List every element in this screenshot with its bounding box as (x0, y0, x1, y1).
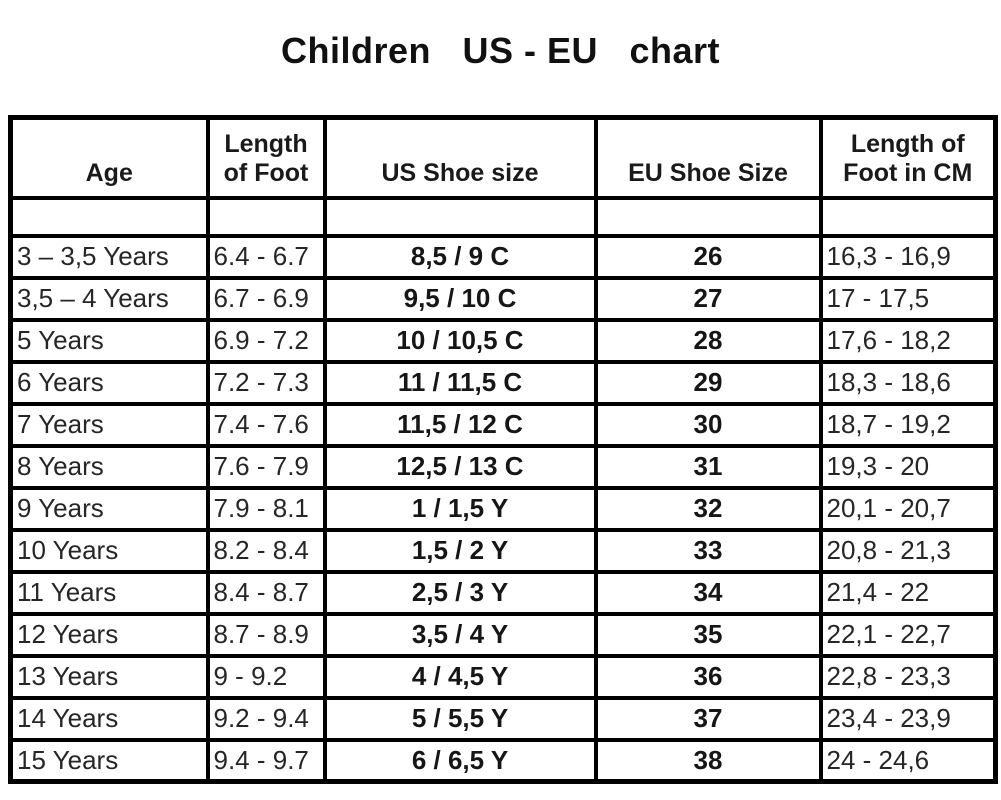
table-row: 14 Years 9.2 - 9.4 5 / 5,5 Y 37 23,4 - 23,9 (8, 695, 998, 742)
table-cell: 11,5 / 12 C (322, 401, 598, 448)
table-cell: 17 - 17,5 (818, 275, 998, 322)
table-row: 3 – 3,5 Years 6.4 - 6.7 8,5 / 9 C 26 16,3 - … (8, 233, 998, 280)
table-cell: 19,3 - 20 (818, 443, 998, 490)
column-header: Age (8, 115, 210, 200)
table-cell: 18,7 - 19,2 (818, 401, 998, 448)
table-header: Age Length of Foot US Shoe size EU Shoe Siz… (8, 115, 998, 238)
table-cell: 18,3 - 18,6 (818, 359, 998, 406)
table-cell: 22,8 - 23,3 (818, 653, 998, 700)
table-cell: 21,4 - 22 (818, 569, 998, 616)
table-cell: 23,4 - 23,9 (818, 695, 998, 742)
table-row: 15 Years 9.4 - 9.7 6 / 6,5 Y 38 24 - 24,6 (8, 737, 998, 784)
table-cell: 5 Years (8, 317, 210, 364)
column-header: EU Shoe Size (593, 115, 823, 200)
table-cell: 16,3 - 16,9 (818, 233, 998, 280)
table-cell: 9.2 - 9.4 (205, 695, 327, 742)
table-cell: 12,5 / 13 C (322, 443, 598, 490)
table-cell: 36 (593, 653, 823, 700)
table-row: 8 Years 7.6 - 7.9 12,5 / 13 C 31 19,3 - 20 (8, 443, 998, 490)
column-header: Length of Foot (205, 115, 327, 200)
table-cell: 8.2 - 8.4 (205, 527, 327, 574)
table-cell: 13 Years (8, 653, 210, 700)
table-cell: 8.4 - 8.7 (205, 569, 327, 616)
table-cell: 8 Years (8, 443, 210, 490)
table-cell: 9 - 9.2 (205, 653, 327, 700)
table-cell: 30 (593, 401, 823, 448)
table-cell: 6 Years (8, 359, 210, 406)
table-cell: 35 (593, 611, 823, 658)
table-cell: 8.7 - 8.9 (205, 611, 327, 658)
table-cell: 7 Years (8, 401, 210, 448)
table-cell: 1,5 / 2 Y (322, 527, 598, 574)
spacer-row (8, 195, 998, 238)
table-cell: 10 Years (8, 527, 210, 574)
table-cell: 33 (593, 527, 823, 574)
table-cell: 8,5 / 9 C (322, 233, 598, 280)
table-cell: 15 Years (8, 737, 210, 784)
table-cell: 17,6 - 18,2 (818, 317, 998, 364)
table-cell: 28 (593, 317, 823, 364)
table-cell: 37 (593, 695, 823, 742)
header-row: Age Length of Foot US Shoe size EU Shoe Siz… (8, 115, 998, 200)
table-cell: 9 Years (8, 485, 210, 532)
table-row: 5 Years 6.9 - 7.2 10 / 10,5 C 28 17,6 - 18,2 (8, 317, 998, 364)
table-cell: 26 (593, 233, 823, 280)
table-cell: 3,5 / 4 Y (322, 611, 598, 658)
table-cell: 32 (593, 485, 823, 532)
table-cell: 3,5 – 4 Years (8, 275, 210, 322)
table-body: 3 – 3,5 Years 6.4 - 6.7 8,5 / 9 C 26 16,3 - … (8, 233, 998, 784)
spacer-cell (8, 195, 210, 238)
table-cell: 14 Years (8, 695, 210, 742)
table-cell: 1 / 1,5 Y (322, 485, 598, 532)
table-cell: 7.6 - 7.9 (205, 443, 327, 490)
table-row: 13 Years 9 - 9.2 4 / 4,5 Y 36 22,8 - 23,3 (8, 653, 998, 700)
table-row: 6 Years 7.2 - 7.3 11 / 11,5 C 29 18,3 - 18,6 (8, 359, 998, 406)
table-row: 3,5 – 4 Years 6.7 - 6.9 9,5 / 10 C 27 17 - 1… (8, 275, 998, 322)
spacer-cell (593, 195, 823, 238)
table-cell: 6.9 - 7.2 (205, 317, 327, 364)
column-header: US Shoe size (322, 115, 598, 200)
shoe-size-table: Age Length of Foot US Shoe size EU Shoe Siz… (8, 115, 998, 784)
table-cell: 9.4 - 9.7 (205, 737, 327, 784)
table-cell: 11 / 11,5 C (322, 359, 598, 406)
table-cell: 7.9 - 8.1 (205, 485, 327, 532)
spacer-cell (205, 195, 327, 238)
table-cell: 6 / 6,5 Y (322, 737, 598, 784)
table-cell: 6.4 - 6.7 (205, 233, 327, 280)
table-cell: 7.2 - 7.3 (205, 359, 327, 406)
table-row: 9 Years 7.9 - 8.1 1 / 1,5 Y 32 20,1 - 20,7 (8, 485, 998, 532)
table-cell: 20,8 - 21,3 (818, 527, 998, 574)
table-cell: 20,1 - 20,7 (818, 485, 998, 532)
table-cell: 4 / 4,5 Y (322, 653, 598, 700)
table-row: 11 Years 8.4 - 8.7 2,5 / 3 Y 34 21,4 - 22 (8, 569, 998, 616)
table-cell: 24 - 24,6 (818, 737, 998, 784)
table-row: 12 Years 8.7 - 8.9 3,5 / 4 Y 35 22,1 - 22,7 (8, 611, 998, 658)
table-cell: 6.7 - 6.9 (205, 275, 327, 322)
table-cell: 5 / 5,5 Y (322, 695, 598, 742)
table-cell: 9,5 / 10 C (322, 275, 598, 322)
table-cell: 3 – 3,5 Years (8, 233, 210, 280)
table-cell: 31 (593, 443, 823, 490)
table-cell: 38 (593, 737, 823, 784)
table-cell: 27 (593, 275, 823, 322)
table-cell: 2,5 / 3 Y (322, 569, 598, 616)
page-title: Children US - EU chart (280, 30, 721, 71)
table-cell: 12 Years (8, 611, 210, 658)
spacer-cell (322, 195, 598, 238)
table-row: 7 Years 7.4 - 7.6 11,5 / 12 C 30 18,7 - 19,2 (8, 401, 998, 448)
table-cell: 29 (593, 359, 823, 406)
column-header: Length of Foot in CM (818, 115, 998, 200)
table-cell: 10 / 10,5 C (322, 317, 598, 364)
table-cell: 7.4 - 7.6 (205, 401, 327, 448)
table-cell: 34 (593, 569, 823, 616)
spacer-cell (818, 195, 998, 238)
table-row: 10 Years 8.2 - 8.4 1,5 / 2 Y 33 20,8 - 21,3 (8, 527, 998, 574)
table-cell: 11 Years (8, 569, 210, 616)
table-cell: 22,1 - 22,7 (818, 611, 998, 658)
